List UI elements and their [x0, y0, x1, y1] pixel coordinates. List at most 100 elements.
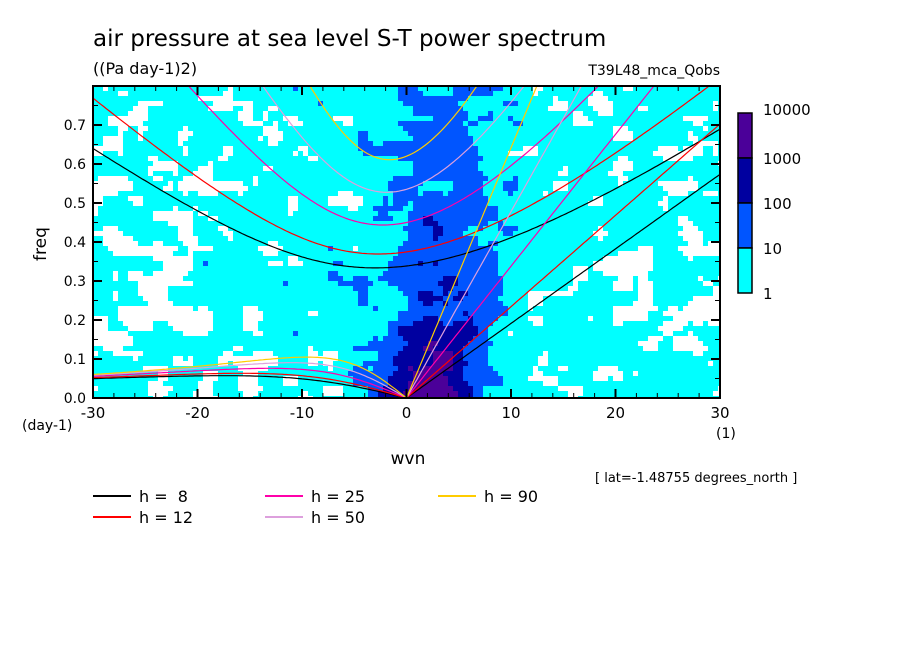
contour-cell	[243, 96, 248, 101]
contour-cell	[513, 186, 518, 191]
contour-cell	[478, 136, 483, 141]
contour-cell	[428, 156, 433, 161]
contour-cell	[453, 191, 458, 196]
contour-cell	[433, 316, 438, 321]
contour-cell	[203, 276, 208, 281]
contour-cell	[143, 146, 148, 151]
contour-cell	[523, 186, 528, 191]
contour-cell	[118, 86, 123, 91]
contour-cell	[283, 181, 288, 186]
contour-cell	[538, 191, 543, 196]
contour-cell	[163, 321, 168, 326]
contour-cell	[513, 181, 518, 186]
contour-cell	[348, 221, 353, 226]
contour-cell	[363, 166, 368, 171]
contour-cell	[313, 266, 318, 271]
contour-cell	[238, 196, 243, 201]
contour-cell	[368, 356, 373, 361]
contour-cell	[488, 91, 493, 96]
contour-cell	[113, 361, 118, 366]
contour-cell	[488, 326, 493, 331]
contour-cell	[348, 336, 353, 341]
contour-cell	[548, 251, 553, 256]
contour-cell	[258, 291, 263, 296]
contour-cell	[498, 336, 503, 341]
contour-cell	[223, 291, 228, 296]
contour-cell	[328, 241, 333, 246]
contour-cell	[293, 361, 298, 366]
contour-cell	[258, 111, 263, 116]
contour-cell	[463, 276, 468, 281]
contour-cell	[178, 111, 183, 116]
contour-cell	[213, 241, 218, 246]
contour-cell	[388, 316, 393, 321]
contour-cell	[453, 336, 458, 341]
contour-cell	[143, 176, 148, 181]
contour-cell	[338, 286, 343, 291]
contour-cell	[438, 246, 443, 251]
contour-cell	[458, 176, 463, 181]
contour-cell	[173, 136, 178, 141]
contour-cell	[258, 116, 263, 121]
contour-cell	[173, 201, 178, 206]
contour-cell	[208, 296, 213, 301]
contour-cell	[213, 161, 218, 166]
contour-cell	[108, 321, 113, 326]
contour-cell	[208, 346, 213, 351]
contour-cell	[163, 341, 168, 346]
contour-cell	[218, 276, 223, 281]
contour-cell	[548, 91, 553, 96]
contour-cell	[398, 301, 403, 306]
contour-cell	[483, 191, 488, 196]
contour-cell	[193, 356, 198, 361]
contour-cell	[138, 296, 143, 301]
contour-cell	[538, 331, 543, 336]
contour-cell	[358, 261, 363, 266]
contour-cell	[243, 351, 248, 356]
contour-cell	[323, 251, 328, 256]
contour-cell	[318, 141, 323, 146]
contour-cell	[453, 271, 458, 276]
contour-cell	[468, 391, 473, 396]
contour-cell	[163, 221, 168, 226]
contour-cell	[423, 331, 428, 336]
contour-cell	[253, 151, 258, 156]
contour-cell	[278, 206, 283, 211]
contour-cell	[368, 241, 373, 246]
contour-cell	[473, 181, 478, 186]
contour-cell	[518, 381, 523, 386]
contour-cell	[93, 166, 98, 171]
contour-cell	[533, 241, 538, 246]
contour-cell	[368, 221, 373, 226]
contour-cell	[268, 151, 273, 156]
contour-cell	[458, 236, 463, 241]
contour-cell	[503, 291, 508, 296]
contour-cell	[383, 126, 388, 131]
contour-cell	[388, 221, 393, 226]
contour-cell	[348, 91, 353, 96]
contour-cell	[93, 361, 98, 366]
contour-cell	[278, 91, 283, 96]
contour-cell	[288, 91, 293, 96]
contour-cell	[333, 256, 338, 261]
contour-cell	[498, 286, 503, 291]
contour-cell	[318, 106, 323, 111]
contour-cell	[473, 196, 478, 201]
contour-cell	[538, 116, 543, 121]
contour-cell	[428, 206, 433, 211]
contour-cell	[528, 121, 533, 126]
contour-cell	[383, 281, 388, 286]
contour-cell	[213, 136, 218, 141]
contour-cell	[103, 291, 108, 296]
contour-cell	[118, 291, 123, 296]
contour-cell	[138, 301, 143, 306]
contour-cell	[338, 246, 343, 251]
contour-cell	[388, 331, 393, 336]
contour-cell	[323, 106, 328, 111]
contour-cell	[288, 351, 293, 356]
contour-cell	[473, 341, 478, 346]
contour-cell	[288, 361, 293, 366]
contour-cell	[268, 296, 273, 301]
contour-cell	[473, 126, 478, 131]
contour-cell	[548, 111, 553, 116]
